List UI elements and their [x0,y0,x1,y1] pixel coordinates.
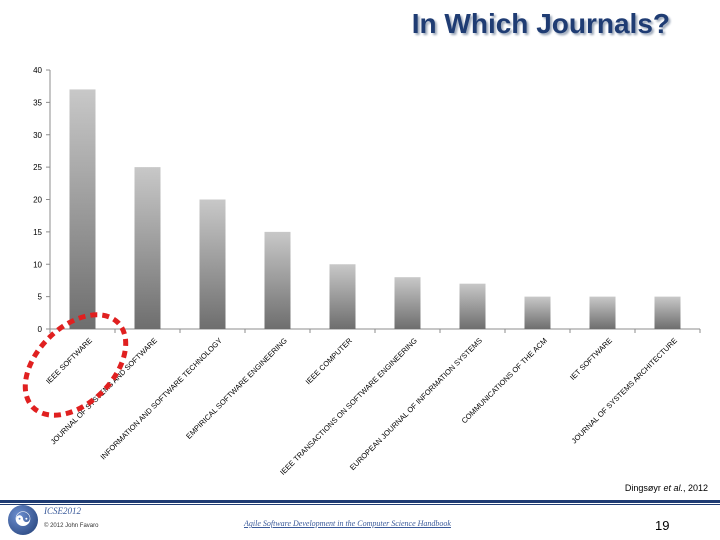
y-tick-label: 20 [33,196,42,205]
citation-etal: et al. [663,483,683,493]
citation-year: , 2012 [682,483,708,493]
bar [264,231,291,329]
y-tick-label: 15 [33,228,42,237]
citation-author: Dingsøyr [624,483,661,493]
footer-rule [0,500,720,503]
y-tick-label: 5 [38,293,43,302]
highlight-ellipse [22,312,129,418]
bar [329,264,356,329]
copyright: © 2012 John Favaro [44,523,99,529]
x-tick-label: JOURNAL OF SYSTEMS AND SOFTWARE [49,336,159,446]
yin-yang-glyph-icon: ☯ [14,509,32,531]
bar [524,296,551,329]
conference-name: ICSE2012 [44,506,81,516]
y-tick-label: 40 [33,66,42,75]
footer-rule-thin [0,504,720,505]
slide-title: In Which Journals? [411,8,670,39]
book-title: Agile Software Development in the Comput… [244,519,451,528]
page-number: 19 [655,518,670,533]
bar [69,89,96,329]
yin-yang-logo-icon [8,505,38,535]
x-tick-label: EUROPEAN JOURNAL OF INFORMATION SYSTEMS [348,336,484,472]
x-tick-label: JOURNAL OF SYSTEMS ARCHITECTURE [570,336,679,445]
bar [134,167,161,329]
bar [459,283,486,329]
y-tick-label: 30 [33,131,42,140]
x-tick-label: IET SOFTWARE [568,336,614,382]
x-tick-label: INFORMATION AND SOFTWARE TECHNOLOGY [99,336,224,461]
y-tick-label: 25 [33,163,42,172]
x-tick-label: IEEE COMPUTER [304,336,355,387]
bar [394,277,421,329]
y-tick-label: 35 [33,98,42,107]
y-tick-label: 0 [38,325,43,334]
x-tick-label: IEEE TRANSACTIONS ON SOFTWARE ENGINEERIN… [278,336,419,477]
x-tick-label: EMPIRICAL SOFTWARE ENGINEERING [184,336,289,441]
y-tick-label: 10 [33,260,42,269]
citation: Dingsøyr et al., 2012 [625,483,708,493]
bar [589,296,616,329]
bar [199,199,226,329]
bar [654,296,681,329]
x-tick-label: IEEE SOFTWARE [44,336,94,386]
